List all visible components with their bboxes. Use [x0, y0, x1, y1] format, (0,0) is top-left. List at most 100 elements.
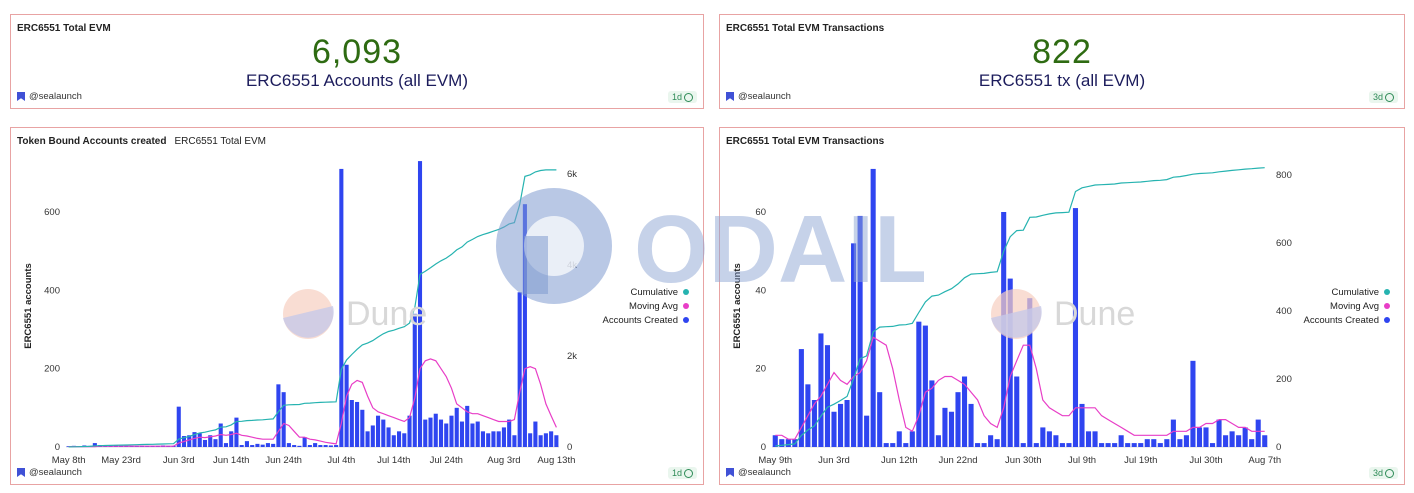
- x-tick-label: Jun 14th: [213, 455, 249, 466]
- bar: [92, 443, 97, 447]
- bar: [223, 443, 229, 447]
- counter-label: ERC6551 Accounts (all EVM): [245, 71, 469, 90]
- bar: [831, 411, 837, 447]
- bar: [318, 445, 323, 447]
- bar: [1131, 443, 1137, 447]
- bar: [328, 445, 333, 447]
- x-tick-label: May 8th: [52, 455, 86, 466]
- y-tick-label: 200: [44, 364, 60, 375]
- x-tick-label: Jul 9th: [1068, 455, 1096, 466]
- bar: [244, 441, 249, 447]
- legend-item-accounts-created[interactable]: Accounts Created: [1303, 313, 1390, 327]
- counter-card-accounts: ERC6551 Total EVM 6,093 ERC6551 Accounts…: [10, 14, 704, 109]
- bar: [517, 292, 522, 447]
- legend-item-cumulative[interactable]: Cumulative: [602, 285, 689, 299]
- legend-item-cumulative[interactable]: Cumulative: [1303, 285, 1390, 299]
- bar: [433, 413, 438, 447]
- bar: [916, 321, 922, 447]
- y2-tick-label: 6k: [567, 169, 577, 180]
- bar: [1033, 443, 1039, 447]
- x-tick-label: May 23rd: [101, 455, 141, 466]
- bar: [851, 243, 857, 447]
- legend-item-moving-avg[interactable]: Moving Avg: [602, 299, 689, 313]
- bar: [370, 425, 375, 447]
- bar: [376, 415, 381, 447]
- bar: [423, 419, 428, 447]
- author-name: @sealaunch: [29, 91, 82, 102]
- bar: [1164, 439, 1170, 447]
- cumulative-line: [68, 169, 557, 448]
- check-circle-icon: [1385, 92, 1394, 102]
- bar: [470, 423, 475, 447]
- legend-dot: [683, 317, 689, 323]
- bar: [929, 380, 935, 447]
- bar: [870, 168, 876, 447]
- refresh-badge[interactable]: 1d: [667, 467, 697, 479]
- bar: [1112, 443, 1118, 447]
- bar: [428, 417, 433, 447]
- author-name: @sealaunch: [738, 91, 791, 102]
- y2-tick-label: 400: [1276, 306, 1292, 317]
- bar: [1059, 443, 1065, 447]
- y2-tick-label: 4k: [567, 260, 577, 271]
- bar: [1229, 431, 1235, 447]
- bar: [811, 400, 817, 447]
- bar: [407, 415, 412, 447]
- legend-item-accounts-created[interactable]: Accounts Created: [602, 313, 689, 327]
- bar: [533, 421, 538, 447]
- legend-item-moving-avg[interactable]: Moving Avg: [1303, 299, 1390, 313]
- refresh-badge[interactable]: 3d: [1368, 91, 1398, 103]
- y2-tick-label: 0: [567, 442, 572, 453]
- author-link[interactable]: @sealaunch: [726, 467, 791, 478]
- bar: [528, 433, 533, 447]
- bar: [818, 333, 824, 447]
- bar: [396, 431, 402, 447]
- bar: [307, 445, 312, 447]
- author-link[interactable]: @sealaunch: [726, 91, 791, 102]
- y-tick-label: 60: [755, 207, 766, 218]
- bar: [229, 431, 234, 447]
- x-tick-label: Jul 30th: [1189, 455, 1222, 466]
- card-title: ERC6551 Total EVM Transactions: [726, 23, 885, 34]
- accounts-chart[interactable]: 0 200 400 600 0 2k 4k 6k ERC6551 accounts May 8th…: [11, 128, 703, 484]
- legend-dot: [683, 303, 689, 309]
- bar: [1170, 419, 1176, 447]
- bar: [877, 392, 883, 447]
- chart-legend: Cumulative Moving Avg Accounts Created: [602, 285, 689, 327]
- x-tick-label: Aug 7th: [1248, 455, 1281, 466]
- bar: [187, 435, 192, 447]
- refresh-badge[interactable]: 1d: [667, 91, 697, 103]
- moving-avg-line: [68, 358, 557, 448]
- age-label: 1d: [671, 468, 682, 478]
- bar: [255, 443, 260, 447]
- bar: [922, 325, 928, 447]
- author-link[interactable]: @sealaunch: [17, 467, 82, 478]
- refresh-badge[interactable]: 3d: [1368, 467, 1398, 479]
- bar: [239, 445, 244, 447]
- counter-card-transactions: ERC6551 Total EVM Transactions 822 ERC65…: [719, 14, 1405, 109]
- bar: [1027, 298, 1033, 447]
- bar: [1236, 435, 1242, 447]
- bar: [496, 431, 501, 447]
- bar: [1085, 431, 1092, 447]
- chart-title: Token Bound Accounts created ERC6551 Tota…: [17, 136, 266, 147]
- bookmark-icon: [17, 92, 25, 101]
- y-tick-label: 0: [55, 442, 60, 453]
- counter-value: 822: [1032, 33, 1092, 71]
- bar: [438, 419, 444, 447]
- bar: [549, 431, 554, 447]
- y-axis-label: ERC6551 accounts: [732, 263, 743, 349]
- counter-label: ERC6551 tx (all EVM): [978, 71, 1146, 90]
- bar: [1138, 443, 1144, 447]
- author-link[interactable]: @sealaunch: [17, 91, 82, 102]
- x-tick-label: Jun 24th: [265, 455, 301, 466]
- bar: [444, 423, 449, 447]
- bar: [202, 439, 208, 447]
- bar: [942, 407, 948, 447]
- bar: [785, 439, 791, 447]
- bar: [890, 443, 896, 447]
- moving-avg-line: [775, 336, 1265, 440]
- bar: [334, 445, 339, 447]
- bar: [386, 427, 391, 447]
